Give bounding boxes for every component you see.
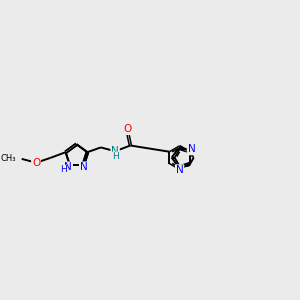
Text: N: N [111, 146, 119, 156]
Text: N: N [176, 165, 184, 175]
Text: N: N [80, 162, 88, 172]
Text: CH₃: CH₃ [1, 154, 16, 164]
Text: N: N [64, 162, 72, 172]
Text: N: N [188, 144, 195, 154]
Text: O: O [123, 124, 132, 134]
Text: H: H [60, 165, 67, 174]
Text: O: O [32, 158, 40, 168]
Text: H: H [112, 152, 119, 161]
